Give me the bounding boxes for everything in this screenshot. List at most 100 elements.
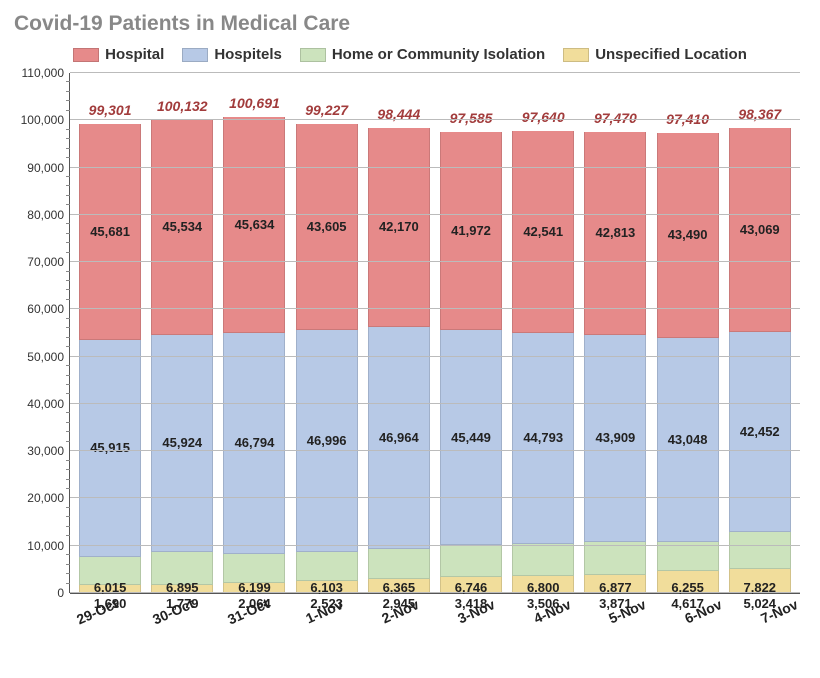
- minor-tick: [66, 204, 70, 205]
- minor-tick: [66, 516, 70, 517]
- gridline: [70, 450, 800, 451]
- segment-label: 46,964: [368, 430, 430, 445]
- minor-tick: [66, 507, 70, 508]
- total-label: 97,585: [440, 110, 502, 126]
- y-tick-label: 110,000: [22, 66, 71, 80]
- y-tick-label: 40,000: [27, 397, 70, 411]
- bar-group: 3,8716,87743,90942,81397,470: [584, 132, 646, 593]
- legend-label: Unspecified Location: [595, 46, 747, 63]
- bars-container: 1,6906,01545,91545,68199,3011,7796,89545…: [70, 73, 800, 593]
- minor-tick: [66, 138, 70, 139]
- minor-tick: [66, 289, 70, 290]
- legend-swatch-home: [300, 48, 326, 62]
- minor-tick: [66, 564, 70, 565]
- minor-tick: [66, 526, 70, 527]
- y-tick-label: 30,000: [27, 444, 70, 458]
- gridline: [70, 72, 800, 73]
- bar-segment-home: [440, 545, 502, 577]
- minor-tick: [66, 280, 70, 281]
- gridline: [70, 497, 800, 498]
- minor-tick: [66, 488, 70, 489]
- segment-label: 42,813: [584, 225, 646, 240]
- bar-segment-home: [657, 542, 719, 572]
- gridline: [70, 214, 800, 215]
- bar-group: 3,4186,74645,44941,97297,585: [440, 132, 502, 593]
- minor-tick: [66, 318, 70, 319]
- y-tick-label: 0: [57, 586, 70, 600]
- segment-label: 43,069: [729, 222, 791, 237]
- y-tick-label: 60,000: [27, 302, 70, 316]
- segment-label: 45,915: [79, 440, 141, 455]
- minor-tick: [66, 554, 70, 555]
- minor-tick: [66, 91, 70, 92]
- segment-label: 42,541: [512, 224, 574, 239]
- minor-tick: [66, 252, 70, 253]
- total-label: 100,132: [151, 98, 213, 114]
- legend-swatch-unspecified: [563, 48, 589, 62]
- minor-tick: [66, 431, 70, 432]
- bar-segment-home: [584, 542, 646, 575]
- segment-label: 43,048: [657, 432, 719, 447]
- minor-tick: [66, 223, 70, 224]
- segment-label: 41,972: [440, 223, 502, 238]
- bar-segment-home: [223, 554, 285, 583]
- segment-label: 45,449: [440, 430, 502, 445]
- minor-tick: [66, 384, 70, 385]
- segment-label: 42,452: [729, 424, 791, 439]
- gridline: [70, 261, 800, 262]
- total-label: 97,640: [512, 109, 574, 125]
- minor-tick: [66, 441, 70, 442]
- segment-label: 46,794: [223, 435, 285, 450]
- bar-group: 4,6176,25543,04843,49097,410: [657, 133, 719, 593]
- gridline: [70, 403, 800, 404]
- total-label: 97,470: [584, 110, 646, 126]
- minor-tick: [66, 469, 70, 470]
- segment-label: 43,909: [584, 430, 646, 445]
- bar-group: 5,0247,82242,45243,06998,367: [729, 128, 791, 593]
- legend-item-unspecified: Unspecified Location: [563, 46, 747, 63]
- minor-tick: [66, 327, 70, 328]
- minor-tick: [66, 422, 70, 423]
- legend-swatch-hospital: [73, 48, 99, 62]
- minor-tick: [66, 299, 70, 300]
- legend-item-home: Home or Community Isolation: [300, 46, 545, 63]
- minor-tick: [66, 176, 70, 177]
- minor-tick: [66, 100, 70, 101]
- minor-tick: [66, 365, 70, 366]
- minor-tick: [66, 479, 70, 480]
- minor-tick: [66, 337, 70, 338]
- y-tick-label: 80,000: [27, 208, 70, 222]
- plot-area: 1,6906,01545,91545,68199,3011,7796,89545…: [70, 73, 800, 593]
- legend-label: Hospital: [105, 46, 164, 63]
- segment-label: 44,793: [512, 430, 574, 445]
- bar-group: 2,9456,36546,96442,17098,444: [368, 128, 430, 593]
- gridline: [70, 545, 800, 546]
- legend-item-hospitels: Hospitels: [182, 46, 282, 63]
- bar-group: 3,5066,80044,79342,54197,640: [512, 131, 574, 593]
- minor-tick: [66, 535, 70, 536]
- segment-label: 45,634: [223, 217, 285, 232]
- chart-container: Covid-19 Patients in Medical Care Hospit…: [0, 0, 820, 678]
- minor-tick: [66, 573, 70, 574]
- legend-item-hospital: Hospital: [73, 46, 164, 63]
- minor-tick: [66, 110, 70, 111]
- x-axis-labels: 29-Oct30-Oct31-Oct1-Nov2-Nov3-Nov4-Nov5-…: [56, 604, 814, 620]
- gridline: [70, 308, 800, 309]
- legend-swatch-hospitels: [182, 48, 208, 62]
- minor-tick: [66, 346, 70, 347]
- minor-tick: [66, 460, 70, 461]
- total-label: 99,301: [79, 102, 141, 118]
- gridline: [70, 119, 800, 120]
- segment-label: 42,170: [368, 219, 430, 234]
- segment-label: 45,924: [151, 435, 213, 450]
- segment-label: 46,996: [296, 433, 358, 448]
- segment-label: 45,534: [151, 219, 213, 234]
- bar-segment-home: [729, 532, 791, 569]
- y-tick-label: 90,000: [27, 161, 70, 175]
- total-label: 100,691: [223, 95, 285, 111]
- bar-group: 2,5236,10346,99643,60599,227: [296, 124, 358, 593]
- minor-tick: [66, 271, 70, 272]
- minor-tick: [66, 185, 70, 186]
- y-tick-label: 50,000: [27, 350, 70, 364]
- bar-segment-home: [296, 552, 358, 581]
